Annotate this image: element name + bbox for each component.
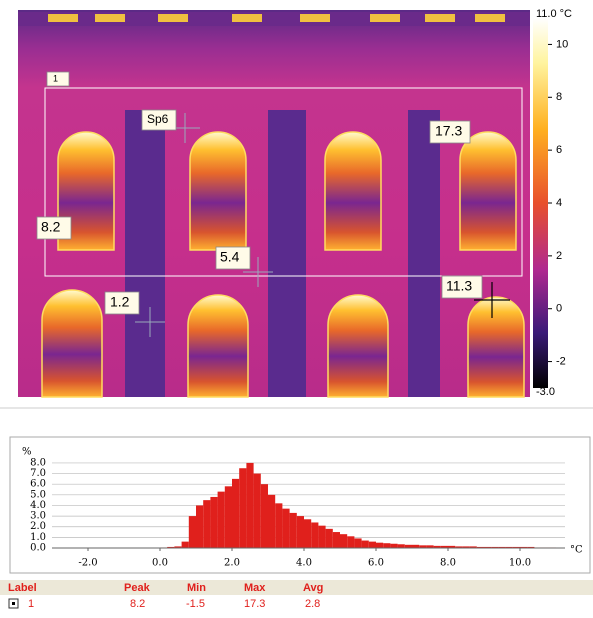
y-tick-label: 7.0 <box>30 468 46 479</box>
y-tick-label: 2.0 <box>30 521 46 532</box>
scale-tick-label: 6 <box>556 144 562 156</box>
bar <box>232 479 239 548</box>
x-axis-label: °C <box>570 545 583 556</box>
table-header-cell: Label <box>8 582 37 594</box>
bar <box>239 468 246 548</box>
x-tick-label: 6.0 <box>368 558 384 569</box>
bar <box>261 484 268 548</box>
checkbox-mark <box>12 602 15 605</box>
table-cell: -1.5 <box>186 598 205 610</box>
bar <box>376 543 383 548</box>
x-tick-label: 8.0 <box>440 558 456 569</box>
bar <box>282 509 289 548</box>
bar <box>203 500 210 548</box>
bar <box>246 463 253 548</box>
table-cell: 1 <box>28 598 34 610</box>
table-header <box>0 580 593 595</box>
x-tick-label: 10.0 <box>509 558 531 569</box>
bar <box>210 497 217 548</box>
scale-tick-label: -2 <box>556 355 566 367</box>
bar <box>182 542 189 548</box>
histogram-panel <box>10 437 590 573</box>
table-header-cell: Peak <box>124 582 151 594</box>
screen: 1 Sp6 17.3 8.2 5.4 11.3 1.2 11.0 °C-3.01… <box>0 0 593 613</box>
bar <box>383 543 390 548</box>
table-header-cell: Max <box>244 582 266 594</box>
bar <box>398 544 405 548</box>
x-tick-label: 2.0 <box>224 558 240 569</box>
bar <box>390 544 397 548</box>
table-cell: 2.8 <box>305 598 320 610</box>
thermal-image: 1 Sp6 17.3 8.2 5.4 11.3 1.2 <box>18 10 530 397</box>
y-tick-label: 8.0 <box>30 457 46 468</box>
scale-tick-label: 10 <box>556 38 568 50</box>
bar <box>254 474 261 548</box>
y-axis-label: % <box>22 447 32 458</box>
bar <box>354 538 361 548</box>
spot-value: 1.2 <box>110 294 130 310</box>
table-cell: 17.3 <box>244 598 265 610</box>
y-tick-label: 5.0 <box>30 489 46 500</box>
y-tick-label: 0.0 <box>30 543 46 554</box>
x-tick-label: 0.0 <box>152 558 168 569</box>
table-header-cell: Min <box>187 582 206 594</box>
bar <box>318 526 325 548</box>
bar <box>326 529 333 548</box>
x-tick-label: -2.0 <box>78 558 97 569</box>
bar <box>347 536 354 548</box>
scale-tick-label: 2 <box>556 250 562 262</box>
y-tick-label: 4.0 <box>30 500 46 511</box>
bar <box>362 541 369 548</box>
scale-max-label: 11.0 °C <box>536 8 572 20</box>
y-tick-label: 3.0 <box>30 511 46 522</box>
bar <box>297 516 304 548</box>
box-label: 1 <box>53 73 58 83</box>
bar <box>311 522 318 548</box>
bar <box>268 495 275 548</box>
spot-value: 17.3 <box>435 123 462 139</box>
scale-tick-label: 4 <box>556 197 562 209</box>
x-tick-label: 4.0 <box>296 558 312 569</box>
bar <box>333 532 340 548</box>
y-tick-label: 6.0 <box>30 479 46 490</box>
bar <box>290 513 297 548</box>
bar <box>304 519 311 548</box>
scale-tick-label: 8 <box>556 91 562 103</box>
spot-value: 8.2 <box>41 219 61 235</box>
bar <box>340 534 347 548</box>
y-tick-label: 1.0 <box>30 532 46 543</box>
bar <box>218 492 225 548</box>
scale-tick-label: 0 <box>556 303 562 315</box>
table-header-cell: Avg <box>303 582 323 594</box>
spot-value: 5.4 <box>220 249 240 265</box>
bar <box>189 516 196 548</box>
color-scale <box>533 18 548 388</box>
scale-min-label: -3.0 <box>536 386 555 398</box>
bar <box>369 542 376 548</box>
table-cell: 8.2 <box>130 598 145 610</box>
bar <box>275 503 282 548</box>
spot-value: 11.3 <box>446 278 472 294</box>
bar <box>196 505 203 548</box>
bar <box>225 486 232 548</box>
spot-label: Sp6 <box>147 112 169 126</box>
